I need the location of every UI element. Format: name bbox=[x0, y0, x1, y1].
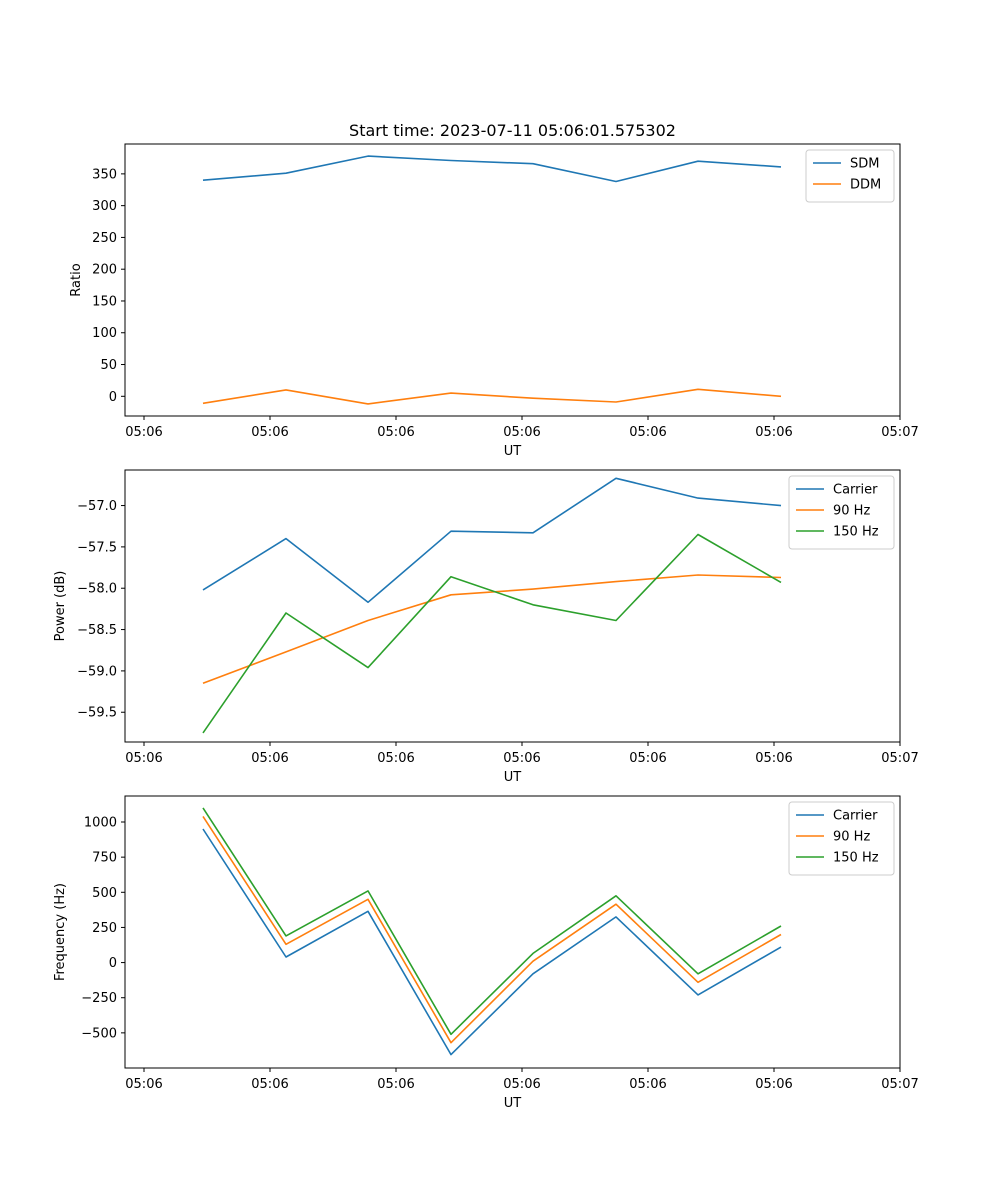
legend: Carrier 90 Hz 150 Hz bbox=[788, 475, 895, 550]
legend-label: 90 Hz bbox=[833, 504, 870, 519]
x-tick-label: 05:06 bbox=[251, 751, 288, 766]
x-axis-label: UT bbox=[504, 1096, 522, 1111]
series-line-ddm bbox=[202, 388, 782, 405]
y-tick-label: −57.5 bbox=[77, 540, 117, 555]
x-tick-label: 05:06 bbox=[125, 1077, 162, 1092]
legend-label: Carrier bbox=[833, 809, 878, 824]
y-tick-label: 100 bbox=[92, 326, 117, 341]
y-axis-label: Frequency (Hz) bbox=[53, 883, 68, 981]
chart-panel-2: 05:06 05:06 05:06 05:06 05:06 05:06 05:07 −59.5… bbox=[53, 469, 919, 785]
y-tick-label: 250 bbox=[92, 231, 117, 246]
x-tick-label: 05:06 bbox=[125, 751, 162, 766]
y-axis-label: Ratio bbox=[69, 263, 84, 296]
series-line-carrier bbox=[202, 828, 782, 1056]
legend-label: Carrier bbox=[833, 483, 878, 498]
y-tick-label: 300 bbox=[92, 199, 117, 214]
legend-label: 150 Hz bbox=[833, 851, 879, 866]
legend-label: SDM bbox=[850, 157, 879, 172]
y-tick-label: −57.0 bbox=[77, 499, 117, 514]
y-tick-label: 0 bbox=[109, 390, 117, 405]
x-tick-label: 05:06 bbox=[629, 1077, 666, 1092]
x-tick-label: 05:06 bbox=[503, 1077, 540, 1092]
y-tick-label: −250 bbox=[81, 991, 117, 1006]
chart-panel-3: 05:06 05:06 05:06 05:06 05:06 05:06 05:07 −500 −… bbox=[53, 795, 919, 1111]
x-axis-label: UT bbox=[504, 444, 522, 459]
x-tick-label: 05:06 bbox=[755, 425, 792, 440]
y-tick-label: 0 bbox=[109, 956, 117, 971]
x-tick-label: 05:06 bbox=[629, 751, 666, 766]
x-tick-label: 05:07 bbox=[881, 1077, 918, 1092]
series-line-150-hz bbox=[202, 807, 782, 1036]
y-tick-label: 1000 bbox=[84, 816, 117, 831]
y-tick-label: −58.5 bbox=[77, 623, 117, 638]
legend: SDM DDM bbox=[805, 149, 895, 203]
series-line-carrier bbox=[202, 477, 782, 604]
series-line-90-hz bbox=[202, 574, 782, 685]
series-line-sdm bbox=[202, 155, 782, 183]
y-tick-label: −500 bbox=[81, 1026, 117, 1041]
x-tick-label: 05:07 bbox=[881, 425, 918, 440]
x-tick-label: 05:06 bbox=[503, 425, 540, 440]
y-tick-label: −59.5 bbox=[77, 706, 117, 721]
legend: Carrier 90 Hz 150 Hz bbox=[788, 801, 895, 876]
x-tick-label: 05:06 bbox=[629, 425, 666, 440]
series-line-90-hz bbox=[202, 815, 782, 1044]
y-axis-label: Power (dB) bbox=[53, 571, 68, 642]
y-tick-label: 750 bbox=[92, 851, 117, 866]
y-tick-label: 350 bbox=[92, 167, 117, 182]
y-tick-label: 200 bbox=[92, 263, 117, 278]
x-tick-label: 05:06 bbox=[125, 425, 162, 440]
axes-frame bbox=[124, 469, 901, 743]
x-tick-label: 05:06 bbox=[251, 425, 288, 440]
legend-label: DDM bbox=[850, 178, 881, 193]
axes-frame bbox=[124, 143, 901, 417]
y-tick-label: −59.0 bbox=[77, 664, 117, 679]
x-tick-label: 05:06 bbox=[755, 1077, 792, 1092]
legend-label: 150 Hz bbox=[833, 525, 879, 540]
y-tick-label: 500 bbox=[92, 886, 117, 901]
x-axis-label: UT bbox=[504, 770, 522, 785]
x-tick-label: 05:06 bbox=[377, 751, 414, 766]
x-tick-label: 05:06 bbox=[503, 751, 540, 766]
x-tick-label: 05:06 bbox=[755, 751, 792, 766]
y-tick-label: 150 bbox=[92, 294, 117, 309]
x-tick-label: 05:06 bbox=[377, 1077, 414, 1092]
x-tick-label: 05:06 bbox=[251, 1077, 288, 1092]
axes-frame bbox=[124, 795, 901, 1069]
y-tick-label: 50 bbox=[100, 358, 117, 373]
x-tick-label: 05:07 bbox=[881, 751, 918, 766]
chart-title: Start time: 2023-07-11 05:06:01.575302 bbox=[349, 121, 676, 140]
x-tick-label: 05:06 bbox=[377, 425, 414, 440]
y-tick-label: 250 bbox=[92, 921, 117, 936]
legend-label: 90 Hz bbox=[833, 830, 870, 845]
chart-panel-1: 05:06 05:06 05:06 05:06 05:06 05:06 05:07 0 50 10… bbox=[69, 121, 919, 459]
series-line-150-hz bbox=[202, 533, 782, 734]
y-tick-label: −58.0 bbox=[77, 582, 117, 597]
